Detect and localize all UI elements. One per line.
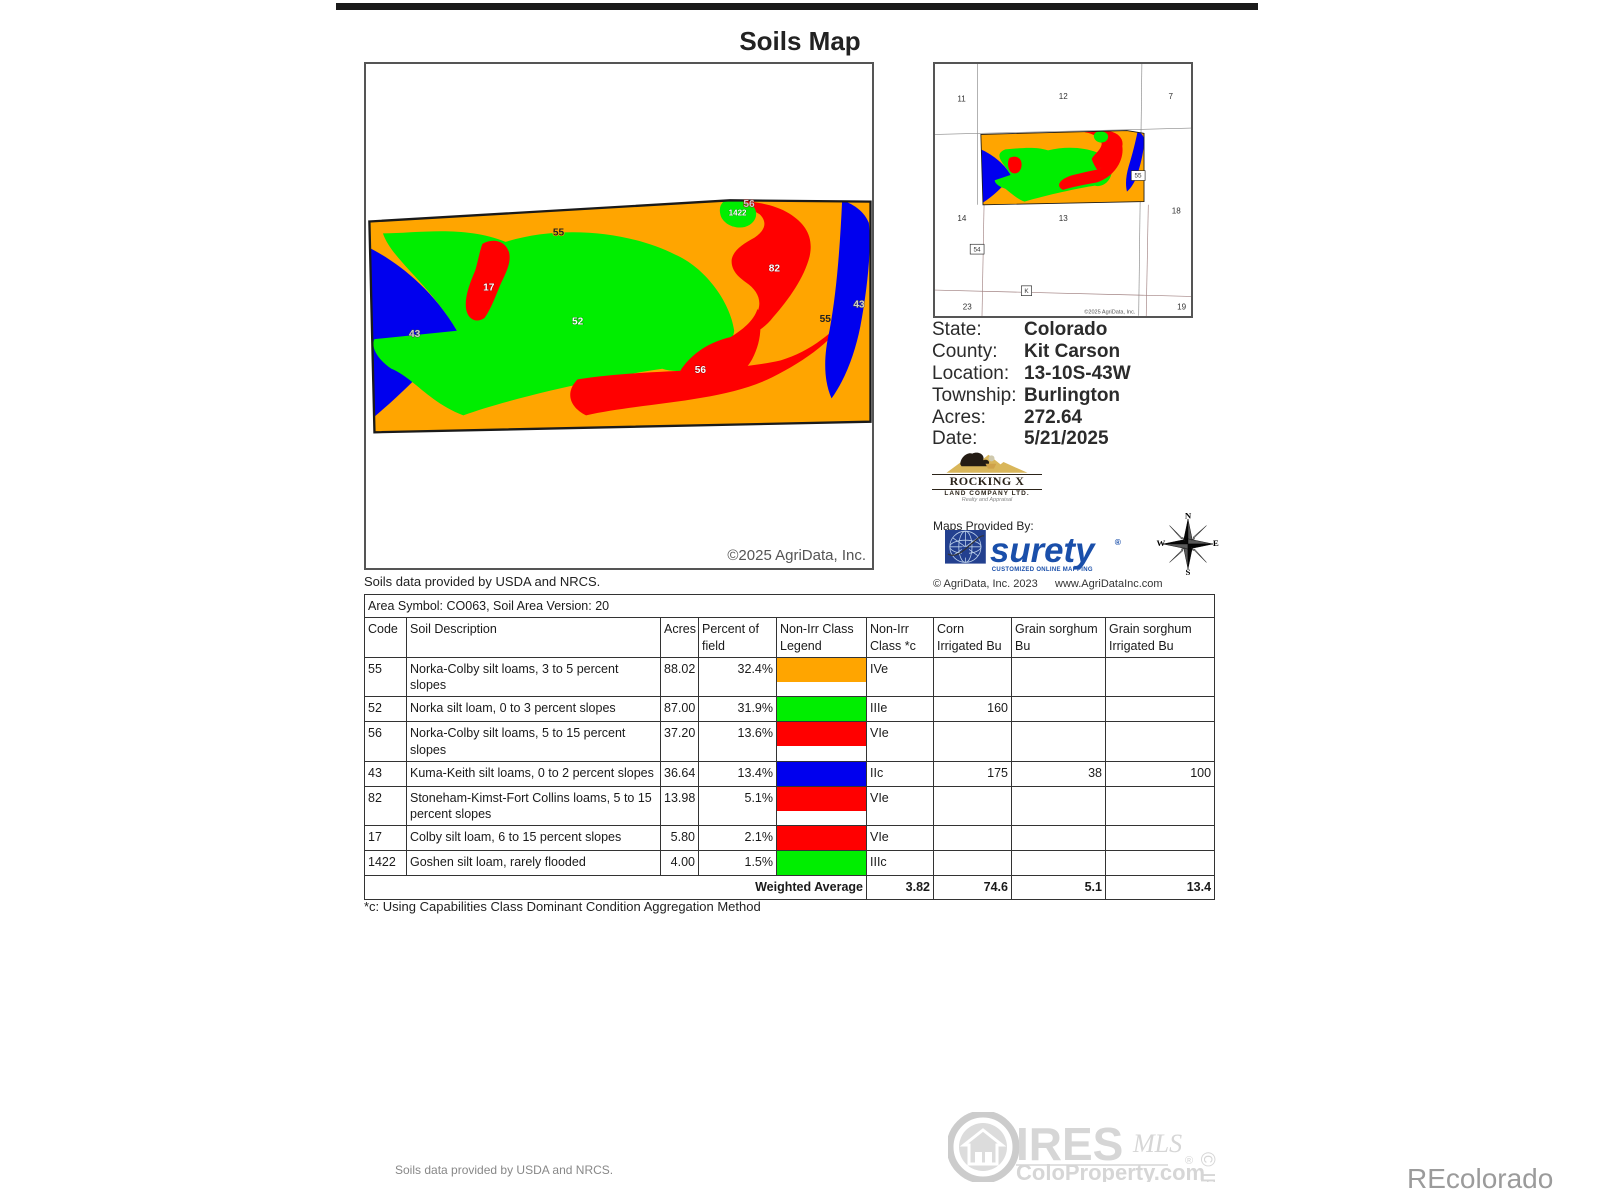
svg-text:56: 56: [695, 365, 707, 376]
svg-text:CUSTOMIZED ONLINE MAPPING: CUSTOMIZED ONLINE MAPPING: [992, 567, 1093, 573]
svg-text:®: ®: [1115, 537, 1122, 547]
svg-text:surety: surety: [990, 531, 1096, 570]
svg-text:55: 55: [553, 227, 565, 238]
svg-text:18: 18: [1172, 206, 1182, 215]
svg-text:11: 11: [957, 94, 966, 103]
svg-text:55: 55: [1135, 173, 1143, 180]
svg-text:43: 43: [409, 329, 421, 340]
svg-text:13: 13: [1059, 214, 1069, 223]
svg-text:43: 43: [853, 299, 865, 310]
svg-text:®: ®: [1185, 1155, 1193, 1167]
svg-text:K: K: [1024, 288, 1029, 295]
svg-text:55: 55: [820, 314, 832, 325]
svg-text:7: 7: [1169, 92, 1174, 101]
svg-text:19: 19: [1177, 302, 1187, 311]
svg-text:54: 54: [973, 246, 981, 253]
svg-text:W: W: [1156, 538, 1165, 548]
svg-text:N: N: [1185, 511, 1192, 520]
svg-text:MLS: MLS: [1132, 1129, 1182, 1158]
svg-text:1422: 1422: [729, 209, 747, 218]
svg-text:S: S: [1186, 567, 1191, 577]
svg-text:17: 17: [483, 282, 495, 293]
svg-text:23: 23: [963, 302, 973, 311]
svg-text:14: 14: [957, 214, 967, 223]
svg-text:E: E: [1213, 538, 1219, 548]
svg-text:82: 82: [769, 263, 781, 274]
svg-text:©2025 AgriData, Inc.: ©2025 AgriData, Inc.: [1084, 309, 1136, 316]
svg-text:12: 12: [1059, 92, 1069, 101]
svg-text:© IRES: © IRES: [1196, 1152, 1218, 1182]
svg-text:52: 52: [572, 316, 584, 327]
svg-text:ColoProperty.com: ColoProperty.com: [1016, 1160, 1205, 1182]
